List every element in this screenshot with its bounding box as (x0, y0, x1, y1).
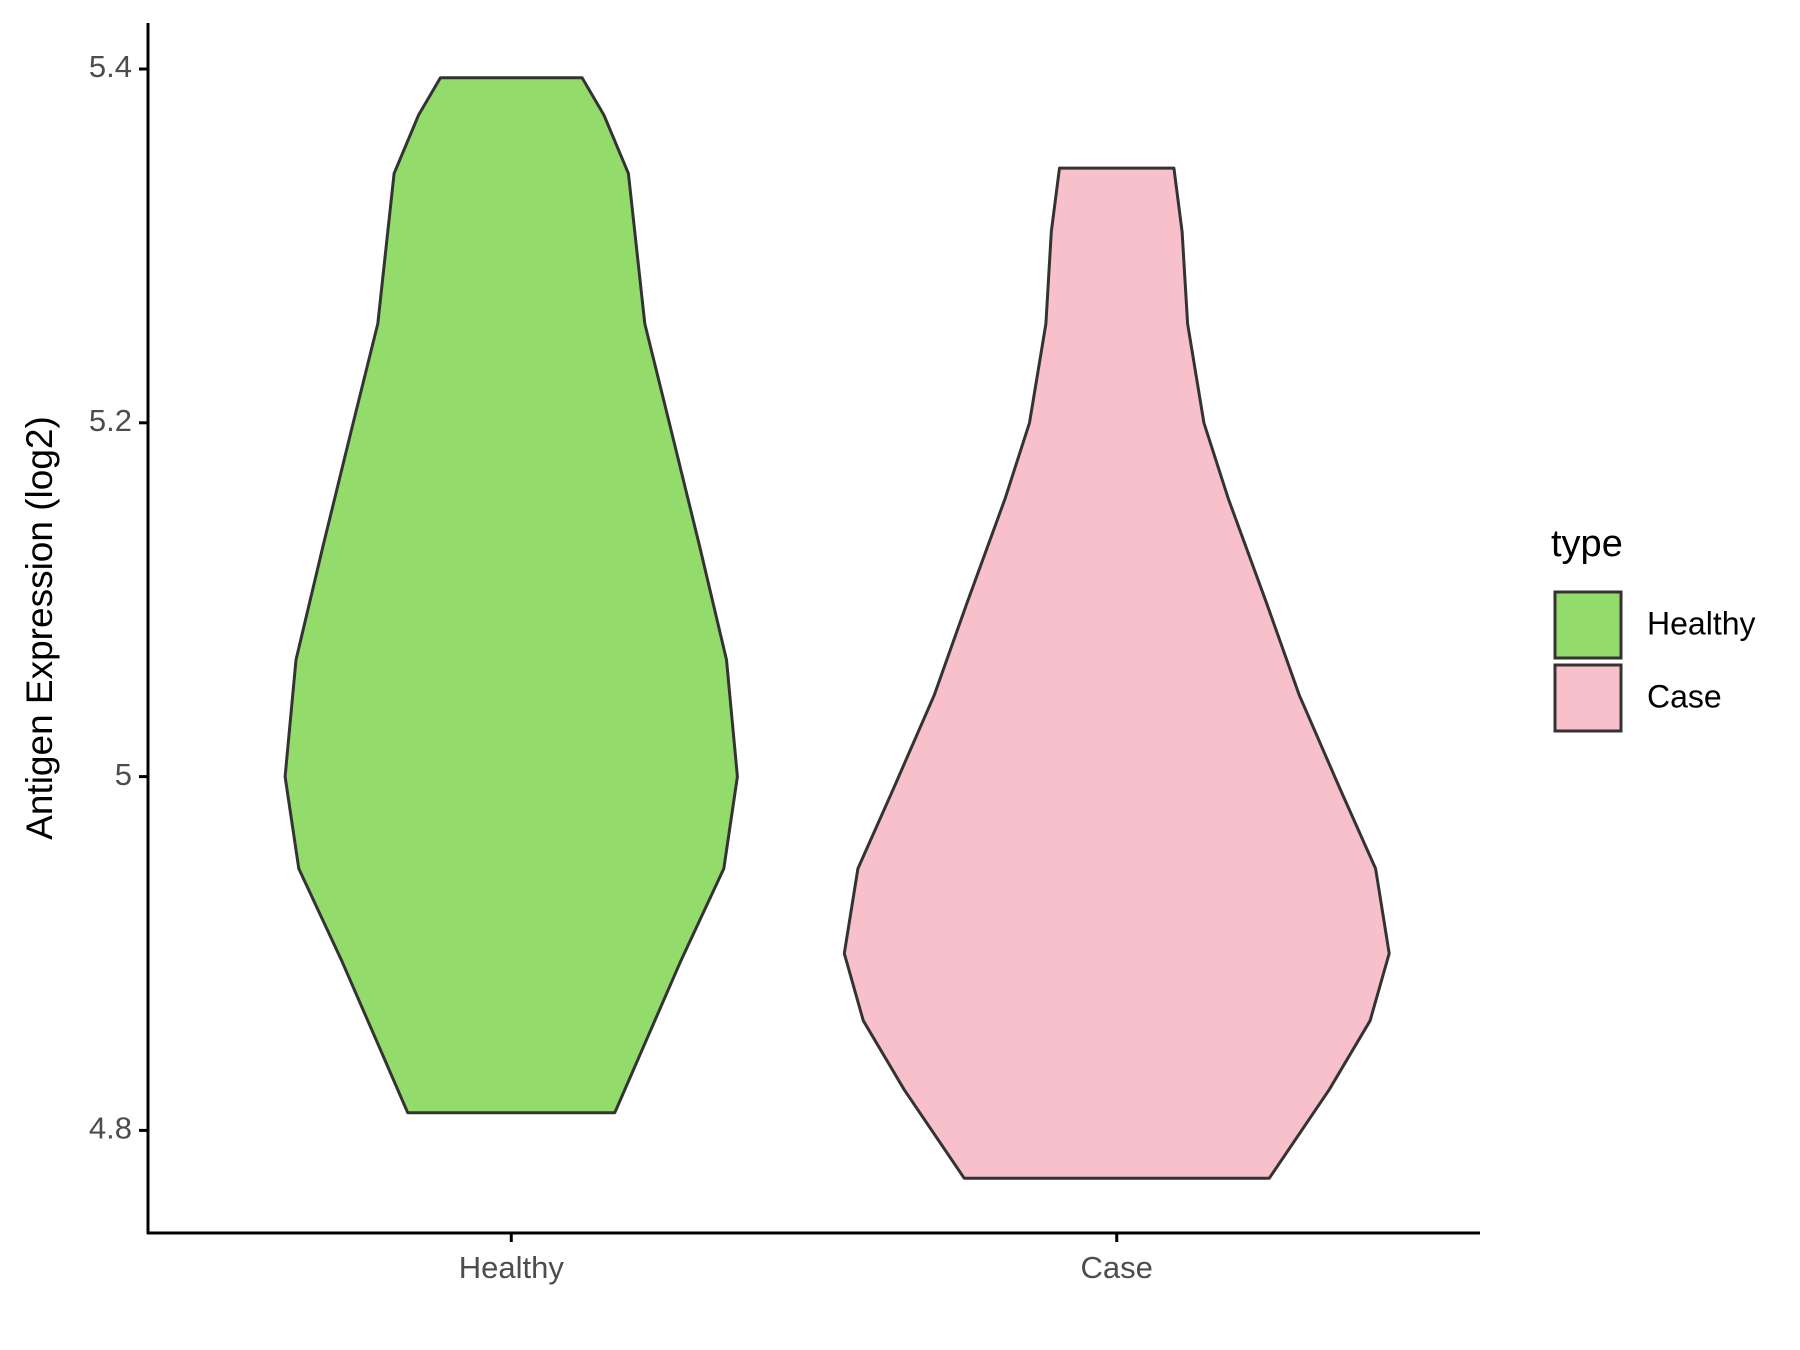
violin (842, 166, 1391, 1180)
y-tick-label: 5.2 (89, 403, 132, 438)
legend-label: Case (1647, 678, 1722, 714)
legend-key (1553, 663, 1623, 733)
legend-label: Healthy (1647, 605, 1756, 641)
y-tick-label: 4.8 (89, 1111, 132, 1146)
y-tick-label: 5 (115, 757, 132, 792)
y-tick-label: 5.4 (89, 49, 132, 84)
x-tick-label: Case (1081, 1250, 1153, 1285)
y-axis-label: Antigen Expression (log2) (19, 416, 60, 840)
violin (283, 76, 739, 1115)
legend-title: type (1551, 523, 1623, 565)
legend-key (1553, 590, 1623, 660)
x-tick-label: Healthy (459, 1250, 565, 1285)
